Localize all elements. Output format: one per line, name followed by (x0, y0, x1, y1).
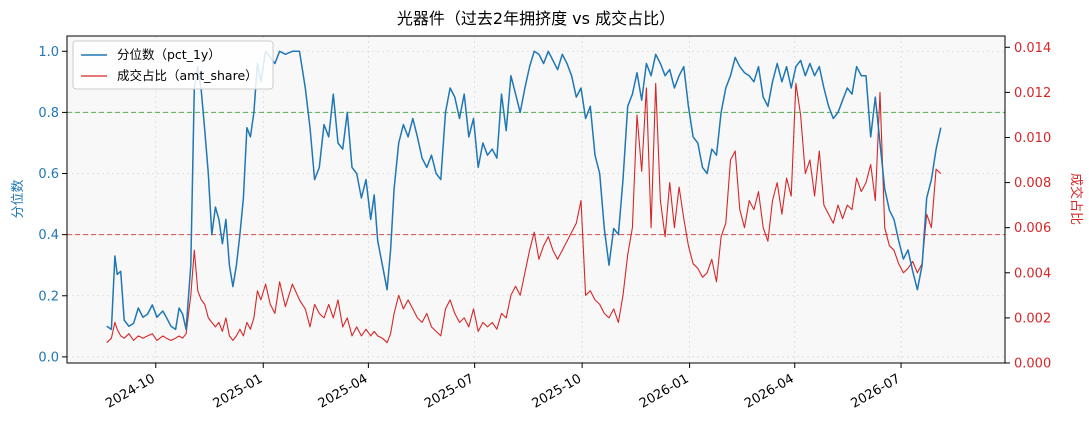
x-tick-label: 2026-07 (848, 371, 903, 411)
left-tick-label: 0.8 (38, 106, 59, 121)
x-tick-label: 2026-01 (637, 371, 692, 411)
left-tick-label: 0.6 (38, 167, 59, 182)
legend-box (72, 40, 274, 90)
x-tick-label: 2026-04 (742, 371, 797, 411)
left-tick-label: 0.0 (38, 350, 59, 365)
right-tick-label: 0.006 (1014, 221, 1051, 236)
left-axis-label: 分位数 (11, 179, 26, 218)
x-tick-label: 2025-04 (316, 371, 371, 411)
right-tick-label: 0.000 (1014, 357, 1051, 372)
right-tick-label: 0.010 (1014, 131, 1051, 146)
right-axis: 0.000 0.002 0.004 0.006 0.008 0.010 0.012 0.014 (1005, 41, 1051, 372)
right-tick-label: 0.008 (1014, 176, 1051, 191)
chart-title: 光器件（过去2年拥挤度 vs 成交占比） (397, 9, 675, 28)
series-layer (106, 50, 942, 344)
right-tick-label: 0.012 (1014, 86, 1051, 101)
right-axis-label: 成交占比 (1068, 173, 1084, 225)
series-line-amt (106, 82, 942, 344)
right-tick-label: 0.004 (1014, 266, 1051, 281)
left-tick-label: 0.2 (38, 289, 59, 304)
left-axis: 0.0 0.2 0.4 0.6 0.8 1.0 (38, 45, 67, 365)
legend-label-amt: 成交占比（amt_share） (117, 68, 258, 83)
x-tick-label: 2025-10 (530, 371, 585, 411)
right-tick-label: 0.014 (1014, 41, 1051, 56)
x-axis: 2024-10 2025-01 2025-04 2025-07 2025-10 2026-… (103, 363, 903, 412)
x-tick-label: 2025-01 (211, 371, 266, 411)
left-tick-label: 0.4 (38, 228, 59, 243)
legend: 分位数（pct_1y） 成交占比（amt_share） (72, 40, 274, 90)
x-tick-label: 2025-07 (422, 371, 477, 411)
plot-frame (66, 35, 1006, 364)
left-tick-label: 1.0 (38, 45, 59, 60)
series-line-pct (106, 50, 942, 331)
legend-label-pct: 分位数（pct_1y） (117, 47, 221, 62)
x-tick-label: 2024-10 (103, 371, 158, 411)
right-tick-label: 0.002 (1014, 311, 1051, 326)
